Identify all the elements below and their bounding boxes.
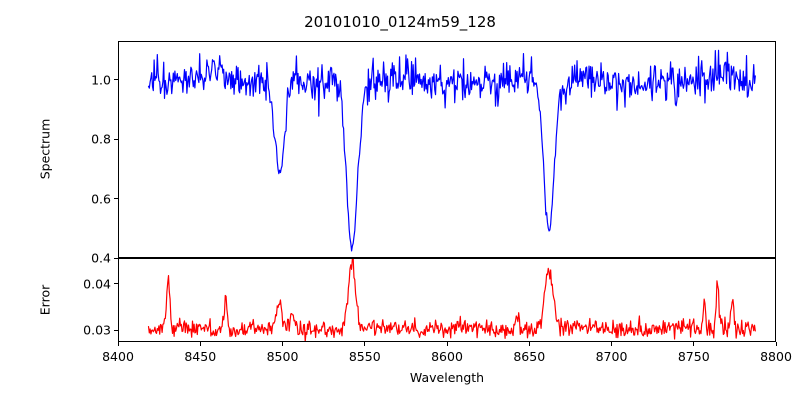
x-tick-label-8600: 8600: [431, 349, 463, 364]
x-tick-mark-8550: [364, 342, 366, 346]
y-tick-label-top-0.8: 0.8: [91, 131, 111, 147]
x-tick-mark-8650: [528, 342, 530, 346]
spectrum-panel: [118, 41, 776, 258]
x-tick-mark-8500: [282, 342, 284, 346]
x-tick-label-8450: 8450: [184, 349, 217, 364]
y-tick-label-top-1.0: 1.0: [91, 72, 111, 88]
x-tick-label-8750: 8750: [677, 349, 710, 364]
x-tick-label-8800: 8800: [760, 349, 792, 364]
y-tick-mark-top-0.8: [114, 138, 118, 140]
error-panel: [118, 258, 776, 342]
error-plot-area: [147, 259, 756, 341]
y-tick-mark-top-0.4: [114, 257, 118, 259]
x-axis-label-wavelength: Wavelength: [409, 370, 485, 385]
x-tick-label-8550: 8550: [348, 349, 381, 364]
spectrum-plot-area: [147, 49, 756, 252]
error-data-line: [147, 259, 756, 341]
x-tick-mark-8800: [775, 342, 777, 346]
x-tick-label-8650: 8650: [513, 349, 546, 364]
y-axis-label-spectrum: Spectrum: [37, 118, 53, 180]
y-tick-label-bottom-0.03: 0.03: [83, 322, 111, 338]
y-axis-label-error: Error: [37, 284, 53, 316]
x-tick-label-8700: 8700: [595, 349, 628, 364]
y-tick-label-top-0.4: 0.4: [91, 250, 111, 266]
x-tick-mark-8700: [611, 342, 613, 346]
y-tick-label-top-0.6: 0.6: [91, 191, 111, 207]
y-tick-mark-bottom-0.03: [114, 329, 118, 331]
y-tick-mark-top-0.6: [114, 198, 118, 200]
y-tick-label-bottom-0.04: 0.04: [83, 276, 111, 292]
y-tick-mark-top-1.0: [114, 79, 118, 81]
spectrum-data-line: [147, 49, 756, 252]
x-tick-mark-8600: [446, 342, 448, 346]
figure-title: 20101010_0124m59_128: [304, 13, 496, 31]
x-tick-mark-8400: [117, 342, 119, 346]
y-tick-mark-bottom-0.04: [114, 283, 118, 285]
x-tick-mark-8450: [199, 342, 201, 346]
x-tick-mark-8750: [693, 342, 695, 346]
x-tick-label-8500: 8500: [266, 349, 299, 364]
x-tick-label-8400: 8400: [102, 349, 134, 364]
